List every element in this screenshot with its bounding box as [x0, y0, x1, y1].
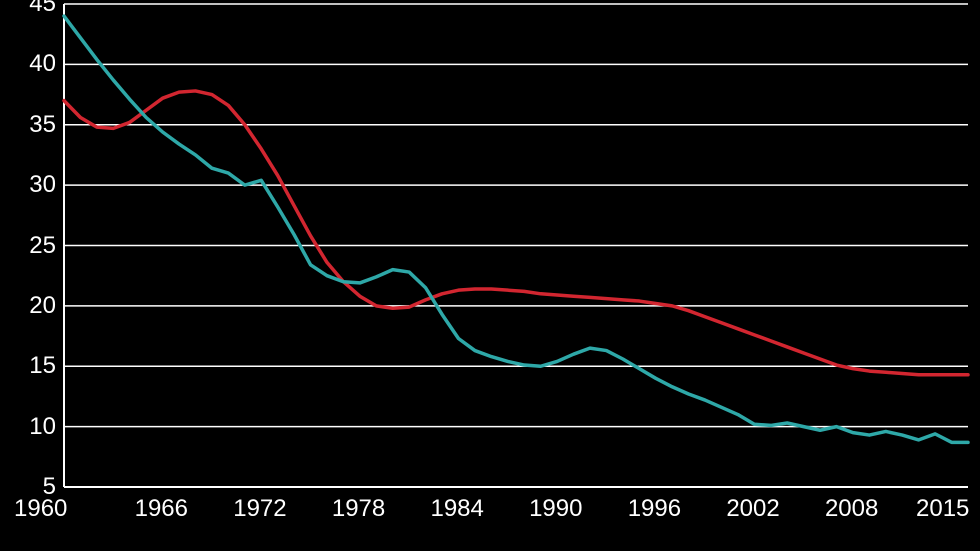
y-tick-label: 10 — [29, 415, 56, 439]
series-red — [64, 91, 968, 375]
x-tick-label: 2015 — [916, 497, 969, 521]
x-tick-label: 1972 — [233, 497, 286, 521]
y-tick-label: 15 — [29, 354, 56, 378]
series-teal — [64, 16, 968, 442]
y-tick-label: 45 — [29, 0, 56, 16]
y-tick-label: 30 — [29, 173, 56, 197]
x-tick-label: 1990 — [529, 497, 582, 521]
y-tick-label: 40 — [29, 52, 56, 76]
line-chart: 5101520253035404519601966197219781984199… — [0, 0, 980, 551]
x-tick-label: 1996 — [628, 497, 681, 521]
x-tick-label: 2008 — [825, 497, 878, 521]
x-tick-label: 1984 — [430, 497, 483, 521]
x-tick-label: 2002 — [726, 497, 779, 521]
x-tick-label: 1978 — [332, 497, 385, 521]
x-tick-label: 1960 — [14, 497, 67, 521]
y-tick-label: 35 — [29, 113, 56, 137]
y-tick-label: 25 — [29, 234, 56, 258]
x-tick-label: 1966 — [135, 497, 188, 521]
y-tick-label: 20 — [29, 294, 56, 318]
chart-canvas — [0, 0, 980, 551]
